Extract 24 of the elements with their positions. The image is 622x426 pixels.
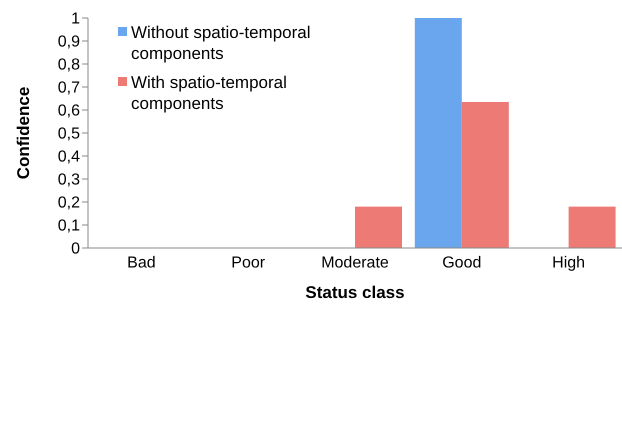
y-tick-label: 0,3 <box>58 172 80 189</box>
x-tick-label: High <box>552 254 586 272</box>
x-tick-label: Poor <box>231 254 266 272</box>
y-tick-label: 0 <box>71 240 80 258</box>
x-tick-label: Good <box>442 254 482 272</box>
y-tick-label: 0,9 <box>58 34 80 51</box>
legend-label: With spatio-temporal components <box>131 72 288 114</box>
bar <box>355 206 402 248</box>
legend-label: Without spatio-temporal components <box>131 22 312 64</box>
bar <box>414 18 462 248</box>
y-tick-label: 0,2 <box>58 194 80 212</box>
y-tick-label: 0,7 <box>58 80 80 97</box>
y-axis-title: Confidence <box>14 86 34 180</box>
x-axis-title: Status class <box>305 283 405 302</box>
bar <box>568 206 616 248</box>
y-tick-label: 1 <box>71 10 80 28</box>
x-tick-label: Moderate <box>321 254 389 272</box>
y-tick-label: 0,1 <box>58 218 80 235</box>
y-tick-label: 0,5 <box>58 126 80 143</box>
y-tick-label: 0,8 <box>58 56 80 74</box>
y-tick-label: 0,6 <box>58 102 80 120</box>
y-tick-label: 0,4 <box>58 148 80 166</box>
x-tick-label: Bad <box>127 254 156 272</box>
bar <box>462 102 509 248</box>
